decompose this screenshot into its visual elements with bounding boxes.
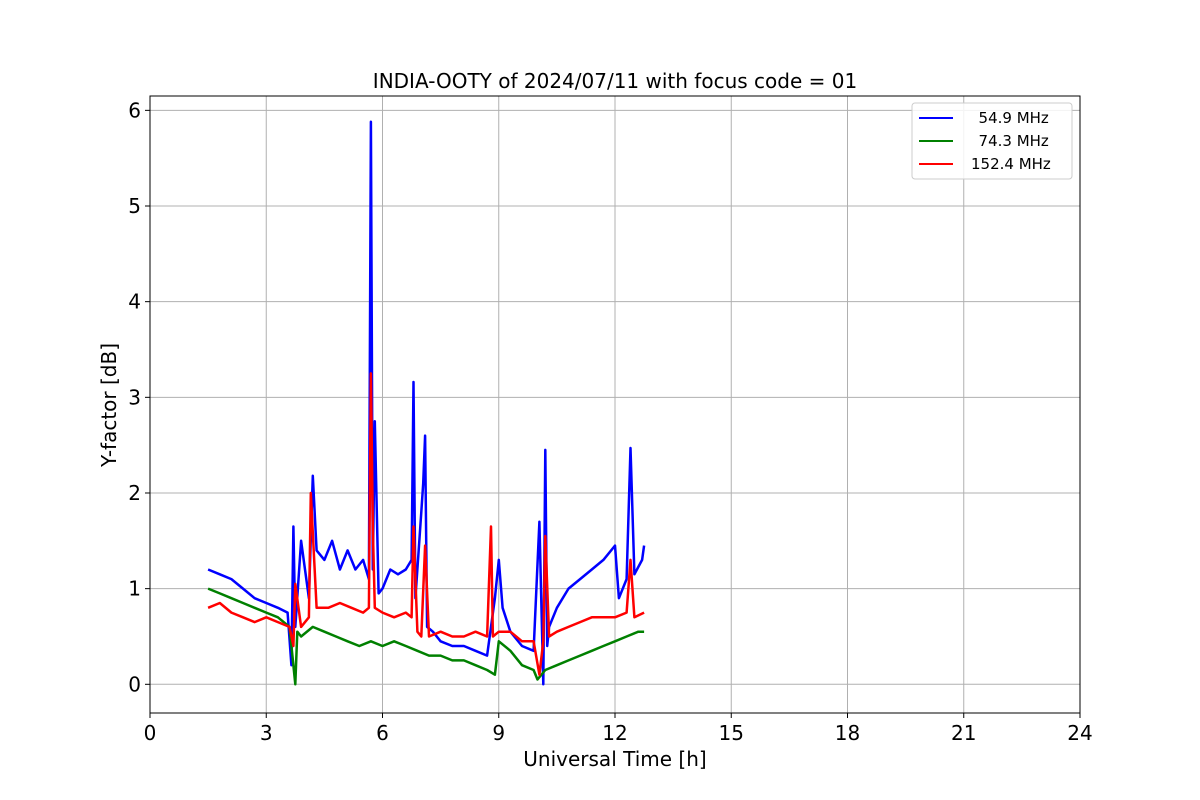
- x-tick-label: 0: [144, 721, 157, 745]
- y-tick-label: 2: [128, 481, 141, 505]
- series-line-3: [207, 372, 645, 676]
- y-tick-label: 5: [128, 194, 141, 218]
- chart-title: INDIA-OOTY of 2024/07/11 with focus code…: [373, 69, 857, 93]
- legend-box: [911, 102, 1073, 180]
- x-tick-label: 3: [260, 721, 273, 745]
- x-tick-label: 18: [835, 721, 860, 745]
- series-layer: [207, 120, 646, 686]
- x-axis-label: Universal Time [h]: [523, 747, 706, 771]
- y-tick-label: 6: [128, 98, 141, 122]
- y-tick-label: 3: [128, 385, 141, 409]
- legend-label-1: 54.9 MHz: [969, 109, 1049, 127]
- y-tick-label: 4: [128, 290, 141, 314]
- x-tick-label: 15: [719, 721, 744, 745]
- x-tick-label: 12: [602, 721, 627, 745]
- legend-label-2: 74.3 MHz: [969, 132, 1049, 150]
- x-tick-label: 6: [376, 721, 389, 745]
- y-tick-label: 1: [128, 577, 141, 601]
- legend: 54.9 MHz 74.3 MHz 152.4 MHz: [911, 102, 1073, 180]
- x-tick-label: 21: [951, 721, 976, 745]
- x-tick-label: 24: [1067, 721, 1092, 745]
- series-line-1: [207, 120, 646, 686]
- y-axis-label: Y-factor [dB]: [97, 343, 121, 468]
- legend-label-3: 152.4 MHz: [971, 155, 1051, 173]
- y-tick-label: 0: [128, 672, 141, 696]
- x-tick-label: 9: [492, 721, 505, 745]
